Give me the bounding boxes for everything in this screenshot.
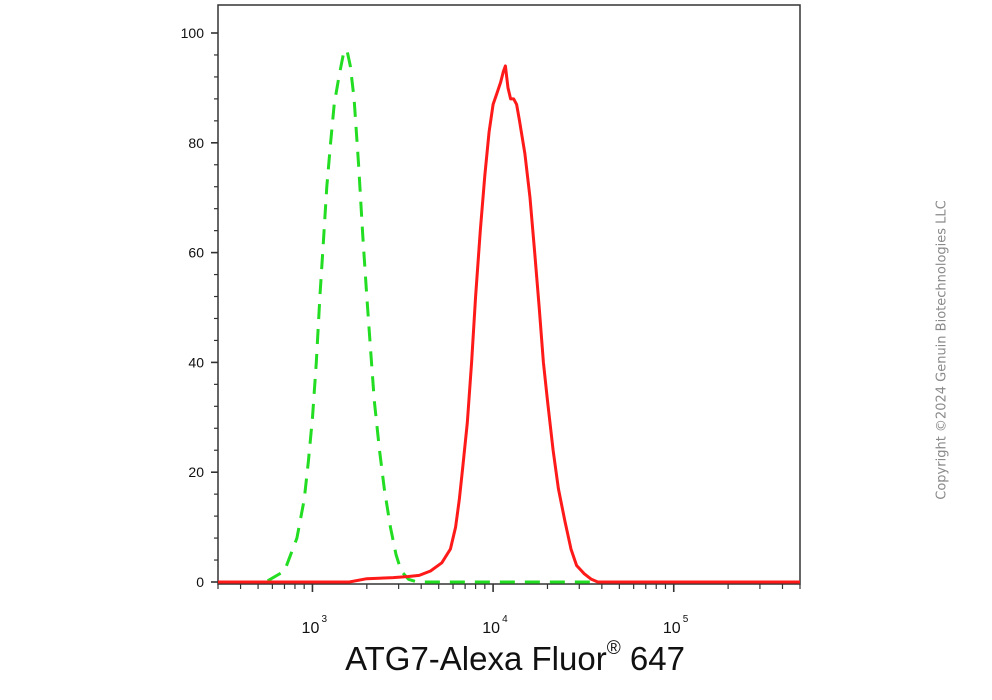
x-tick-exponent: 5: [683, 614, 689, 625]
x-tick-label: 10: [302, 620, 320, 637]
x-tick-exponent: 3: [321, 614, 327, 625]
x-tick-label: 10: [663, 620, 681, 637]
x-axis-label: ATG7-Alexa Fluor® 647: [345, 638, 685, 677]
series-line-2: [218, 64, 800, 584]
series-group: [218, 48, 800, 584]
y-tick-label: 100: [181, 25, 205, 41]
copyright-watermark: Copyright ©2024 Genuin Biotechnologies L…: [934, 200, 950, 500]
series-line-1: [218, 48, 800, 584]
plot-frame: [217, 4, 801, 585]
y-axis: 0 20 40 60 80 100: [181, 25, 218, 590]
y-tick-label: 20: [188, 464, 204, 480]
x-tick-label: 10: [482, 620, 500, 637]
y-tick-label: 80: [188, 135, 204, 151]
y-tick-label: 60: [188, 245, 204, 261]
x-tick-exponent: 4: [502, 614, 508, 625]
y-tick-label: 40: [188, 354, 204, 370]
y-tick-label: 0: [196, 574, 204, 590]
